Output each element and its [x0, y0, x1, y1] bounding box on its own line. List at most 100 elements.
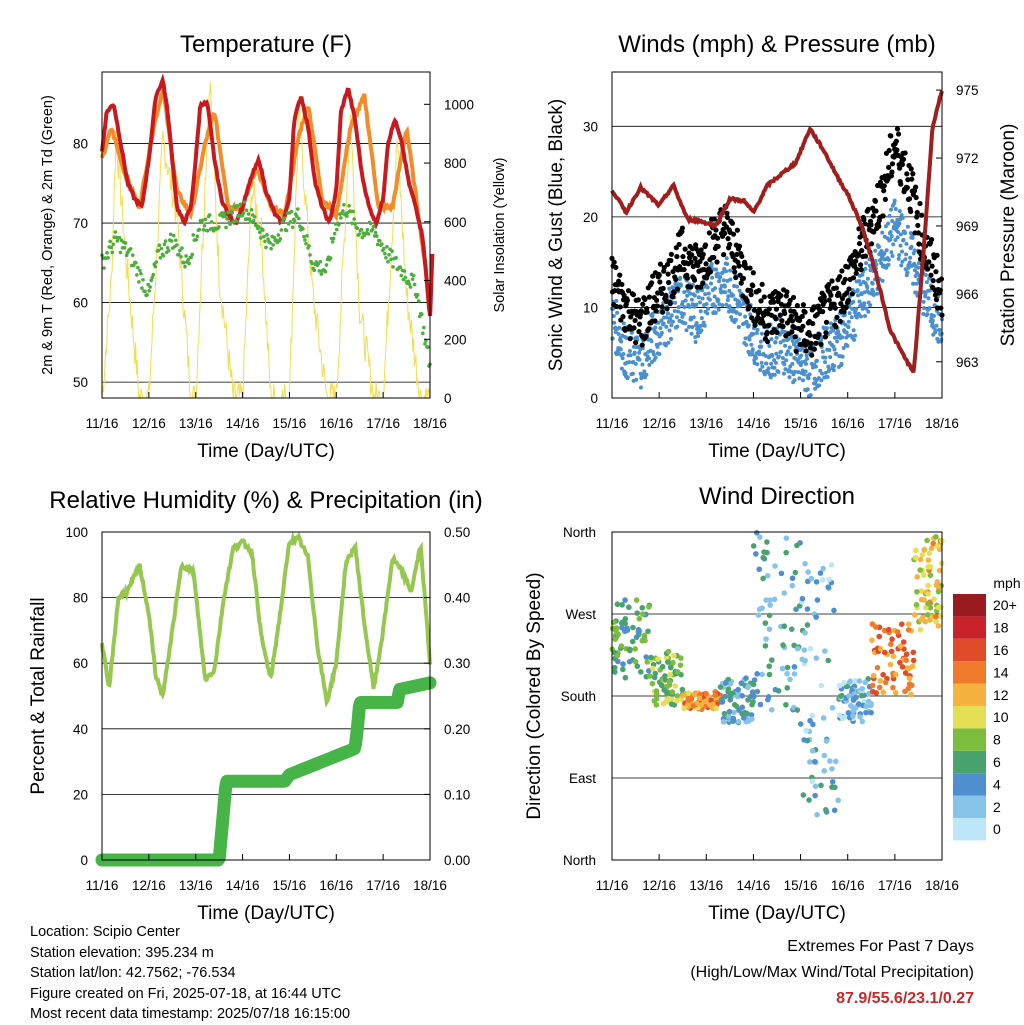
direction-point — [639, 604, 646, 611]
y-axis-label: Direction (Colored By Speed) — [524, 572, 545, 819]
direction-point — [925, 600, 931, 607]
wind-point — [754, 330, 759, 335]
gust-point — [908, 166, 914, 172]
wind-point — [766, 366, 771, 371]
gust-point — [849, 258, 855, 265]
direction-point — [766, 612, 773, 619]
gust-point — [664, 261, 671, 268]
gust-point — [624, 297, 631, 304]
gust-point — [793, 311, 799, 317]
direction-point — [733, 703, 740, 710]
wind-point — [759, 344, 764, 349]
direction-point — [639, 611, 646, 617]
gust-point — [842, 276, 848, 283]
gust-point — [689, 252, 695, 258]
wind-point — [865, 285, 870, 290]
wind-point — [889, 250, 894, 255]
direction-point — [826, 576, 832, 583]
dewpoint-point — [319, 272, 324, 276]
wind-point — [875, 291, 880, 296]
gust-point — [813, 340, 819, 346]
gust-point — [668, 251, 675, 257]
wind-point — [704, 301, 709, 306]
direction-point — [796, 603, 803, 609]
wind-point — [820, 371, 825, 376]
dewpoint-point — [158, 256, 163, 260]
wind-point — [786, 349, 790, 354]
wind-point — [649, 339, 654, 344]
wind-point — [750, 347, 755, 352]
direction-point — [622, 597, 628, 603]
wind-point — [628, 353, 633, 358]
wind-point — [797, 337, 801, 342]
wind-point — [707, 297, 712, 302]
wind-point — [845, 343, 850, 348]
wind-point — [705, 311, 710, 316]
x-tick-label: 12/16 — [642, 878, 676, 893]
gust-point — [881, 188, 887, 194]
direction-point — [702, 698, 709, 705]
dewpoint-point — [241, 211, 246, 215]
plot-frame — [101, 71, 431, 399]
direction-point — [766, 626, 773, 632]
wind-point — [896, 256, 901, 261]
dewpoint-point — [264, 245, 268, 250]
wind-point — [758, 368, 763, 373]
gust-point — [859, 248, 865, 254]
extremes-legend: (High/Low/Max Wind/Total Precipitation) — [690, 964, 974, 981]
wind-point — [682, 290, 687, 295]
dewpoint-point — [323, 269, 328, 274]
dewpoint-point — [385, 244, 389, 249]
gust-point — [938, 305, 944, 311]
y-tick-label: 40 — [73, 722, 88, 737]
dewpoint-point — [408, 285, 413, 289]
panel-0 — [100, 71, 435, 399]
y-right-tick-label: 800 — [444, 156, 467, 171]
wind-point — [673, 300, 678, 305]
direction-point — [925, 564, 932, 570]
direction-point — [918, 617, 924, 623]
direction-point — [761, 549, 767, 555]
direction-point — [763, 636, 769, 642]
gust-point — [773, 306, 780, 312]
wind-point — [846, 319, 851, 324]
wind-point — [666, 311, 671, 316]
dewpoint-point — [259, 236, 263, 240]
wind-point — [776, 369, 781, 374]
direction-point — [926, 550, 933, 557]
gust-point — [611, 259, 617, 265]
direction-point — [762, 643, 769, 649]
gust-point — [653, 297, 660, 303]
wind-point — [831, 328, 836, 333]
wind-point — [690, 325, 695, 330]
wind-point — [637, 350, 642, 355]
dewpoint-point — [389, 257, 393, 262]
direction-point — [837, 693, 844, 699]
station-latlon: Station lat/lon: 42.7562; -76.534 — [30, 965, 236, 981]
gust-point — [743, 265, 749, 271]
direction-point — [894, 629, 901, 635]
gust-point — [721, 251, 727, 258]
colorbar-swatch — [953, 706, 986, 729]
direction-point — [750, 543, 757, 549]
gust-point — [811, 346, 818, 352]
wind-point — [676, 309, 680, 314]
dewpoint-point — [317, 269, 322, 273]
gust-point — [782, 310, 788, 317]
direction-point — [727, 693, 733, 700]
dewpoint-point — [110, 250, 115, 255]
direction-point — [646, 604, 652, 610]
gust-point — [695, 262, 701, 269]
direction-point — [781, 623, 788, 630]
gust-point — [800, 323, 806, 329]
gust-point — [688, 259, 694, 265]
dewpoint-point — [224, 225, 228, 230]
direction-point — [924, 537, 930, 544]
dewpoint-point — [310, 261, 314, 266]
direction-point — [665, 659, 671, 665]
wind-point — [864, 261, 869, 266]
wind-point — [897, 221, 902, 226]
gust-point — [681, 266, 687, 273]
wind-point — [805, 387, 810, 392]
wind-point — [642, 369, 647, 374]
